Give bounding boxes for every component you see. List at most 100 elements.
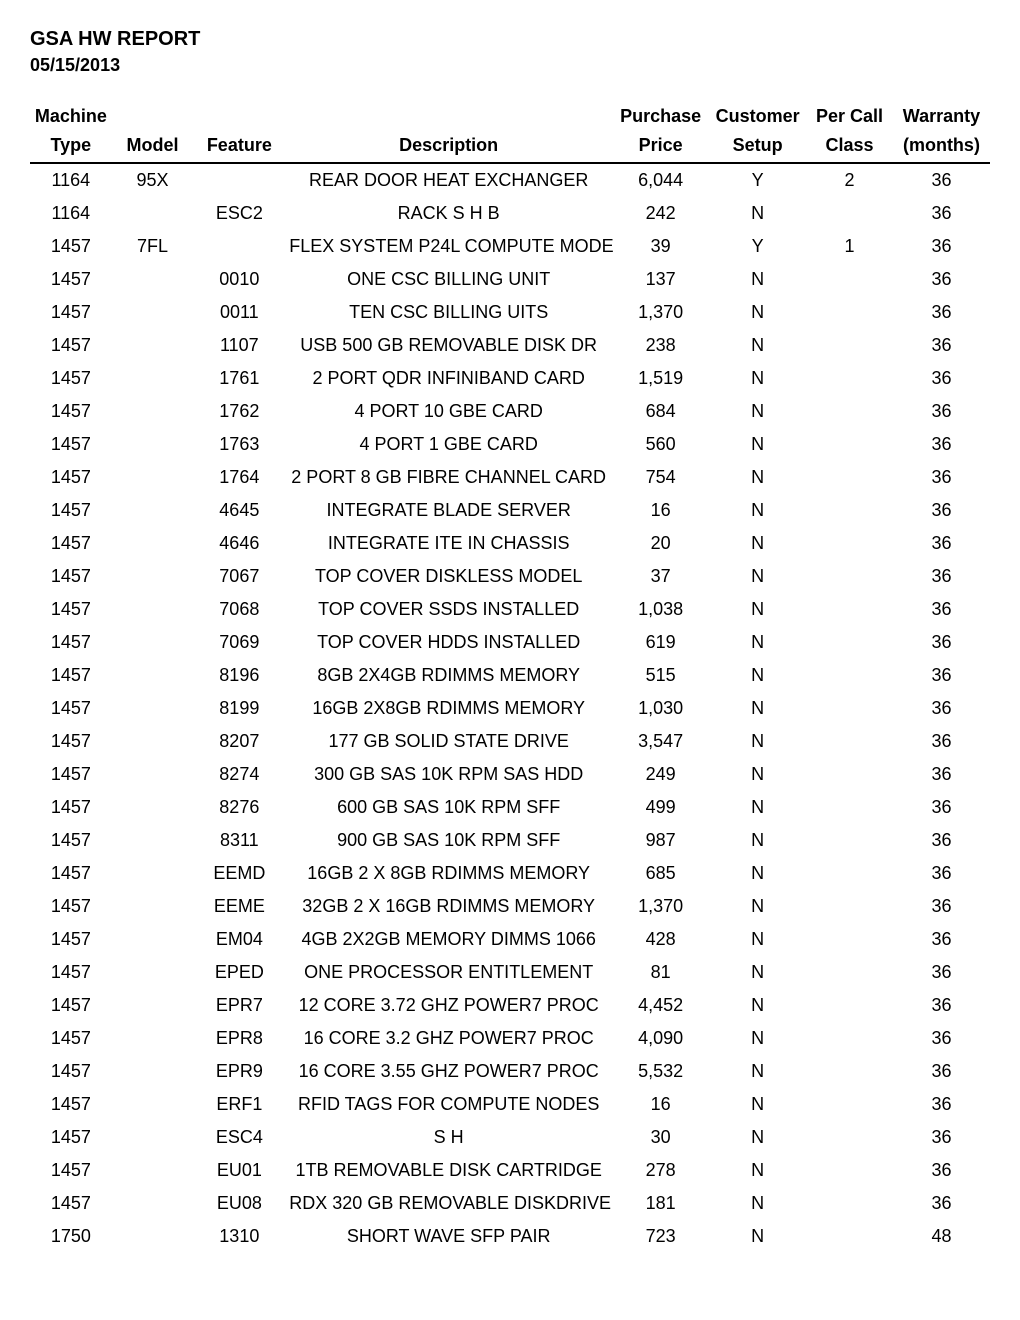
cell-price: 4,090: [612, 1022, 709, 1055]
cell-setup: N: [709, 593, 806, 626]
cell-type: 1457: [30, 1088, 112, 1121]
cell-type: 1457: [30, 1055, 112, 1088]
cell-type: 1457: [30, 395, 112, 428]
table-row: 1457EPR916 CORE 3.55 GHZ POWER7 PROC5,53…: [30, 1055, 990, 1088]
cell-description: TOP COVER HDDS INSTALLED: [285, 626, 612, 659]
cell-feature: EPED: [193, 956, 285, 989]
cell-description: S H: [285, 1121, 612, 1154]
cell-feature: 8207: [193, 725, 285, 758]
table-row: 1457EPR712 CORE 3.72 GHZ POWER7 PROC4,45…: [30, 989, 990, 1022]
cell-model: [112, 626, 194, 659]
cell-price: 249: [612, 758, 709, 791]
cell-price: 4,452: [612, 989, 709, 1022]
table-row: 14571107USB 500 GB REMOVABLE DISK DR238N…: [30, 329, 990, 362]
cell-feature: EU01: [193, 1154, 285, 1187]
cell-price: 685: [612, 857, 709, 890]
cell-price: 1,519: [612, 362, 709, 395]
cell-price: 39: [612, 230, 709, 263]
cell-price: 987: [612, 824, 709, 857]
cell-model: 95X: [112, 163, 194, 197]
cell-feature: ESC4: [193, 1121, 285, 1154]
table-row: 14577069TOP COVER HDDS INSTALLED619N36: [30, 626, 990, 659]
cell-feature: EEME: [193, 890, 285, 923]
cell-price: 560: [612, 428, 709, 461]
table-row: 1457ERF1RFID TAGS FOR COMPUTE NODES16N36: [30, 1088, 990, 1121]
cell-feature: EEMD: [193, 857, 285, 890]
table-row: 14578311900 GB SAS 10K RPM SFF987N36: [30, 824, 990, 857]
cell-feature: 4645: [193, 494, 285, 527]
cell-type: 1457: [30, 296, 112, 329]
cell-price: 3,547: [612, 725, 709, 758]
cell-type: 1457: [30, 461, 112, 494]
cell-type: 1457: [30, 362, 112, 395]
cell-feature: EPR8: [193, 1022, 285, 1055]
cell-feature: 1762: [193, 395, 285, 428]
cell-type: 1457: [30, 659, 112, 692]
cell-feature: 7067: [193, 560, 285, 593]
cell-description: 4 PORT 1 GBE CARD: [285, 428, 612, 461]
table-row: 14570010ONE CSC BILLING UNIT137N36: [30, 263, 990, 296]
cell-price: 81: [612, 956, 709, 989]
cell-class: [806, 593, 893, 626]
table-row: 145717634 PORT 1 GBE CARD560N36: [30, 428, 990, 461]
cell-class: [806, 989, 893, 1022]
cell-feature: 1310: [193, 1220, 285, 1253]
cell-warranty: 36: [893, 395, 990, 428]
cell-model: [112, 494, 194, 527]
cell-description: RFID TAGS FOR COMPUTE NODES: [285, 1088, 612, 1121]
table-row: 116495XREAR DOOR HEAT EXCHANGER6,044Y236: [30, 163, 990, 197]
cell-description: 4 PORT 10 GBE CARD: [285, 395, 612, 428]
cell-class: [806, 395, 893, 428]
cell-setup: N: [709, 956, 806, 989]
table-row: 145717612 PORT QDR INFINIBAND CARD1,519N…: [30, 362, 990, 395]
cell-setup: N: [709, 362, 806, 395]
table-header: Machine Purchase Customer Per Call Warra…: [30, 104, 990, 163]
cell-type: 1164: [30, 197, 112, 230]
cell-feature: 4646: [193, 527, 285, 560]
cell-type: 1457: [30, 758, 112, 791]
cell-class: [806, 428, 893, 461]
table-row: 1457EPR816 CORE 3.2 GHZ POWER7 PROC4,090…: [30, 1022, 990, 1055]
cell-description: INTEGRATE BLADE SERVER: [285, 494, 612, 527]
cell-feature: 1107: [193, 329, 285, 362]
cell-model: [112, 1154, 194, 1187]
cell-type: 1457: [30, 989, 112, 1022]
cell-model: [112, 1022, 194, 1055]
cell-setup: N: [709, 1088, 806, 1121]
cell-feature: EM04: [193, 923, 285, 956]
cell-price: 238: [612, 329, 709, 362]
cell-setup: N: [709, 890, 806, 923]
col-header-warranty-top: Warranty: [893, 104, 990, 133]
cell-warranty: 36: [893, 956, 990, 989]
cell-price: 723: [612, 1220, 709, 1253]
cell-feature: 7069: [193, 626, 285, 659]
table-row: 1457EU011TB REMOVABLE DISK CARTRIDGE278N…: [30, 1154, 990, 1187]
cell-price: 37: [612, 560, 709, 593]
table-row: 1457EU08RDX 320 GB REMOVABLE DISKDRIVE18…: [30, 1187, 990, 1220]
cell-description: 32GB 2 X 16GB RDIMMS MEMORY: [285, 890, 612, 923]
cell-class: [806, 494, 893, 527]
cell-class: [806, 725, 893, 758]
cell-warranty: 36: [893, 296, 990, 329]
cell-description: ONE PROCESSOR ENTITLEMENT: [285, 956, 612, 989]
table-row: 14577068TOP COVER SSDS INSTALLED1,038N36: [30, 593, 990, 626]
cell-setup: N: [709, 428, 806, 461]
cell-setup: N: [709, 692, 806, 725]
cell-setup: N: [709, 824, 806, 857]
cell-type: 1457: [30, 593, 112, 626]
cell-description: 177 GB SOLID STATE DRIVE: [285, 725, 612, 758]
cell-type: 1457: [30, 428, 112, 461]
cell-class: 1: [806, 230, 893, 263]
cell-class: [806, 659, 893, 692]
col-header-machine-top: Machine: [30, 104, 112, 133]
cell-warranty: 36: [893, 692, 990, 725]
cell-description: 12 CORE 3.72 GHZ POWER7 PROC: [285, 989, 612, 1022]
cell-setup: N: [709, 857, 806, 890]
cell-setup: N: [709, 791, 806, 824]
cell-description: 8GB 2X4GB RDIMMS MEMORY: [285, 659, 612, 692]
cell-model: [112, 956, 194, 989]
cell-warranty: 36: [893, 989, 990, 1022]
cell-type: 1750: [30, 1220, 112, 1253]
cell-model: [112, 692, 194, 725]
cell-description: 300 GB SAS 10K RPM SAS HDD: [285, 758, 612, 791]
